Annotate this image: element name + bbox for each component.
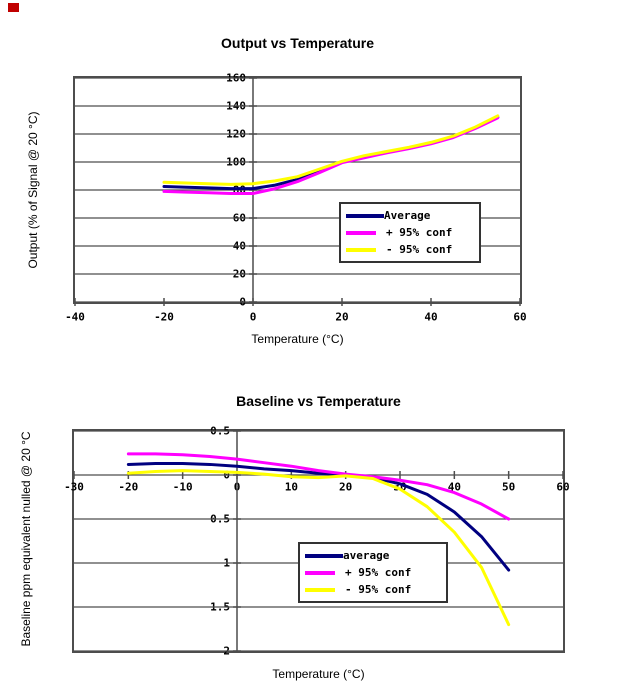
legend: average + 95% conf - 95% conf [298, 542, 448, 603]
series-line-average [126, 462, 511, 572]
legend-item: + 95% conf [305, 564, 441, 581]
legend-line-sample-icon [305, 570, 335, 575]
legend-label: - 95% conf [345, 583, 412, 596]
chart-title: Output vs Temperature [221, 35, 374, 51]
x-tick-label: 20 [339, 480, 353, 494]
x-tick-label: -40 [65, 310, 85, 324]
legend-item: - 95% conf [305, 581, 441, 598]
output-vs-temperature-canvas [74, 77, 521, 306]
series-line--95-conf [162, 116, 500, 195]
legend-item: - 95% conf [346, 241, 474, 258]
red-square-icon [8, 3, 19, 12]
x-tick-label: -30 [64, 480, 84, 494]
legend-item: average [305, 547, 441, 564]
baseline-vs-temperature-canvas [73, 430, 564, 652]
output-vs-temperature-chart: Output vs Temperature Output (% of Signa… [26, 35, 527, 346]
legend-line-sample-icon [346, 230, 376, 235]
legend-label: + 95% conf [345, 566, 412, 579]
x-tick-label: 40 [424, 310, 438, 324]
x-tick-label: 60 [556, 480, 570, 494]
x-tick-label: 40 [447, 480, 461, 494]
series-line-average [162, 115, 500, 191]
x-tick-label: -10 [172, 480, 193, 494]
legend-label: - 95% conf [386, 243, 453, 256]
x-tick-label: 20 [335, 310, 349, 324]
legend-line-sample-icon [305, 553, 343, 558]
legend-line-sample-icon [346, 247, 376, 252]
series-line--95-conf [126, 469, 511, 627]
x-tick-label: 10 [284, 480, 298, 494]
x-axis-title: Temperature (°C) [251, 332, 344, 346]
x-tick-label: 60 [513, 310, 527, 324]
plot-area: 0 20 40 60 80 100 120 140 160 -40 -20 0 20 40 60 [65, 73, 527, 323]
legend-item: + 95% conf [346, 224, 474, 241]
y-axis-title: Baseline ppm equivalent nulled @ 20 °C [19, 431, 33, 647]
legend: Average + 95% conf - 95% conf [339, 202, 481, 263]
legend-label: average [343, 549, 390, 562]
legend-line-sample-icon [346, 213, 384, 218]
x-axis-title: Temperature (°C) [272, 667, 365, 681]
legend-line-sample-icon [305, 587, 335, 592]
legend-label: Average [384, 209, 431, 222]
x-tick-label: 0 [249, 310, 257, 324]
plot-area: 0.500.511.52-30-20-100102030405060 [64, 426, 570, 657]
x-tick-label: -20 [118, 480, 139, 494]
x-tick-label: 50 [502, 480, 516, 494]
legend-label: + 95% conf [386, 226, 453, 239]
chart-title: Baseline vs Temperature [236, 393, 401, 409]
baseline-vs-temperature-chart: Baseline vs Temperature Baseline ppm equ… [0, 345, 628, 689]
series-line--95-conf [126, 452, 511, 521]
x-tick-label: -20 [154, 310, 174, 324]
x-tick-label: 30 [393, 480, 407, 494]
series-line--95-conf [162, 114, 500, 186]
legend-item: Average [346, 207, 474, 224]
y-axis-title: Output (% of Signal @ 20 °C) [26, 111, 40, 269]
